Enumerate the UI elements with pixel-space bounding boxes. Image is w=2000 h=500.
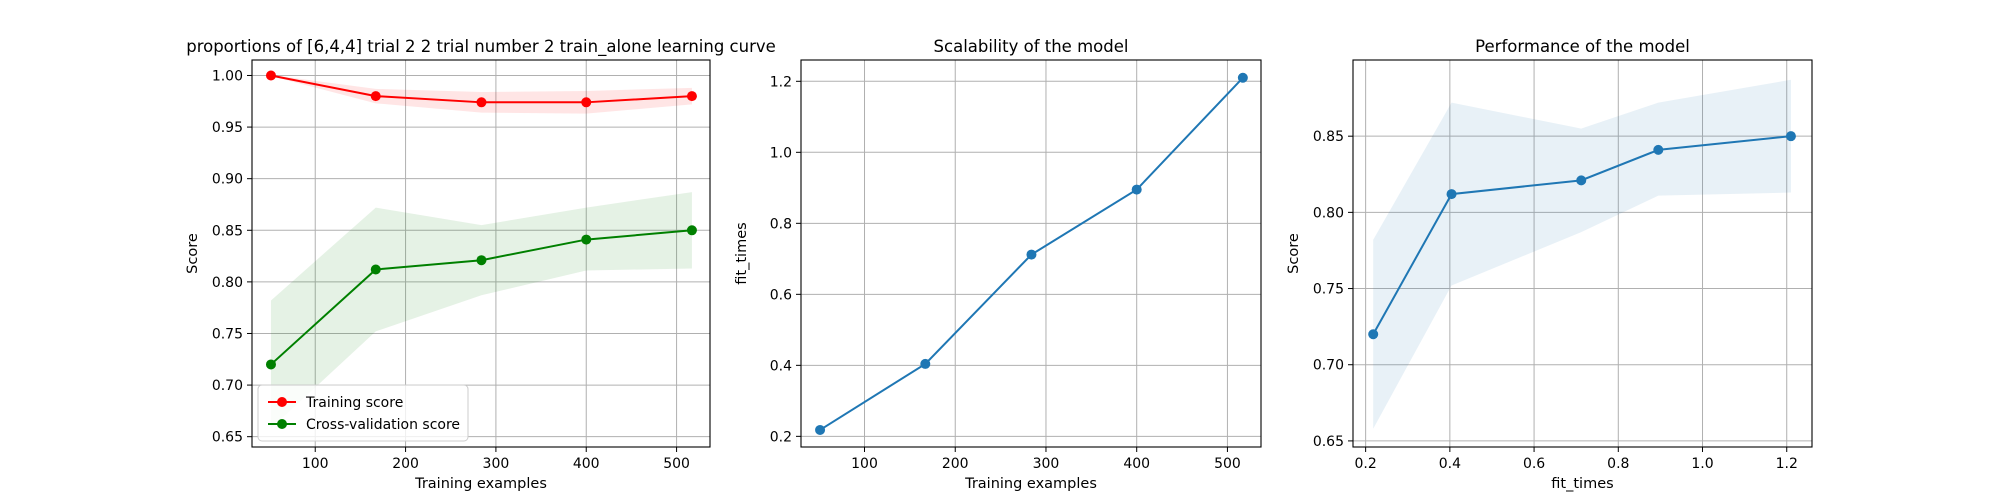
chart-2: 100 200 300 400 500 0.2 0.4 0.6 0.8 1.0 1.2 Scalabi… bbox=[734, 37, 1262, 492]
series-2-point bbox=[581, 234, 592, 245]
series-1-point bbox=[1368, 329, 1379, 340]
series-1-point bbox=[815, 424, 826, 435]
legend-marker bbox=[277, 397, 287, 407]
chart-3: 0.2 0.4 0.6 0.8 1.0 1.2 0.65 0.70 0.75 0.80 0.85 Pe… bbox=[1286, 37, 1813, 492]
y-tick-label: 0.80 bbox=[1313, 205, 1344, 221]
series-1-point bbox=[1785, 131, 1796, 142]
series-1-point bbox=[1026, 249, 1037, 260]
x-tick-label: 0.8 bbox=[1607, 456, 1629, 472]
x-tick-label: 0.4 bbox=[1439, 456, 1461, 472]
y-tick-label: 0.75 bbox=[212, 326, 243, 342]
axes-frame bbox=[251, 59, 711, 448]
subplots: 100 200 300 400 500 0.65 0.70 0.75 0.80 0.85 0.90 0… bbox=[185, 37, 1813, 492]
y-tick-label: 0.75 bbox=[1313, 282, 1344, 298]
x-tick-label: 500 bbox=[1214, 456, 1241, 472]
chart-title: Scalability of the model bbox=[934, 37, 1129, 56]
axes-frame bbox=[1352, 59, 1813, 448]
y-tick-label: 0.2 bbox=[770, 429, 792, 445]
chart-title: Performance of the model bbox=[1475, 37, 1690, 56]
series-2-point bbox=[686, 225, 697, 236]
x-tick-label: 400 bbox=[573, 456, 600, 472]
series-1-point bbox=[1237, 72, 1248, 83]
y-tick-label: 0.65 bbox=[1313, 434, 1344, 450]
legend-entry: Training score bbox=[305, 395, 403, 411]
y-tick-label: 0.85 bbox=[1313, 129, 1344, 145]
x-tick-label: 0.2 bbox=[1355, 456, 1377, 472]
axes-frame bbox=[800, 59, 1262, 448]
y-tick-label: 1.0 bbox=[770, 145, 792, 161]
y-axis-label: fit_times bbox=[734, 222, 750, 284]
x-tick-label: 1.0 bbox=[1691, 456, 1713, 472]
x-axis-label: Training examples bbox=[964, 476, 1097, 492]
legend-marker bbox=[277, 419, 287, 429]
series-1-point bbox=[1446, 189, 1457, 200]
x-tick-label: 0.6 bbox=[1523, 456, 1545, 472]
x-tick-label: 200 bbox=[942, 456, 969, 472]
series-1-point bbox=[370, 91, 381, 102]
series-1-point bbox=[1131, 184, 1142, 195]
x-tick-label: 300 bbox=[1033, 456, 1060, 472]
x-tick-label: 200 bbox=[392, 456, 419, 472]
chart-title: proportions of [6,4,4] trial 2 2 trial n… bbox=[186, 37, 776, 57]
x-tick-label: 1.2 bbox=[1776, 456, 1798, 472]
y-tick-label: 0.70 bbox=[1313, 358, 1344, 374]
series-1-point bbox=[1576, 175, 1587, 186]
x-tick-label: 100 bbox=[851, 456, 878, 472]
legend-entry: Cross-validation score bbox=[306, 417, 460, 433]
y-tick-label: 0.65 bbox=[212, 430, 243, 446]
series-2-point bbox=[476, 255, 487, 266]
y-axis-label: Score bbox=[1286, 233, 1302, 274]
y-tick-label: 0.80 bbox=[212, 275, 243, 291]
series-1-point bbox=[476, 97, 487, 108]
x-axis-label: fit_times bbox=[1551, 476, 1613, 492]
series-1-point bbox=[1653, 144, 1664, 155]
series-1-point bbox=[920, 358, 931, 369]
x-tick-label: 300 bbox=[483, 456, 510, 472]
series-1-band bbox=[1373, 79, 1791, 429]
legend-frame bbox=[257, 384, 469, 442]
y-tick-label: 0.4 bbox=[770, 358, 792, 374]
series-1-point bbox=[686, 91, 697, 102]
y-tick-label: 0.70 bbox=[212, 378, 243, 394]
series-1-point bbox=[265, 70, 276, 81]
series-1-point bbox=[581, 97, 592, 108]
y-axis-label: Score bbox=[185, 233, 201, 274]
x-tick-label: 400 bbox=[1123, 456, 1150, 472]
y-tick-label: 0.6 bbox=[770, 287, 792, 303]
y-tick-label: 0.90 bbox=[212, 172, 243, 188]
y-tick-label: 0.85 bbox=[212, 223, 243, 239]
y-tick-label: 0.95 bbox=[212, 120, 243, 136]
y-tick-label: 0.8 bbox=[770, 216, 792, 232]
x-tick-label: 500 bbox=[663, 456, 690, 472]
series-2-point bbox=[265, 359, 276, 370]
x-tick-label: 100 bbox=[302, 456, 329, 472]
chart-1: 100 200 300 400 500 0.65 0.70 0.75 0.80 0.85 0.90 0… bbox=[185, 37, 776, 492]
x-axis-label: Training examples bbox=[414, 476, 547, 492]
series-2-point bbox=[370, 264, 381, 275]
y-tick-label: 1.00 bbox=[212, 68, 243, 84]
legend: Training score Cross-validation score bbox=[257, 384, 469, 442]
series-2-band bbox=[270, 192, 692, 429]
y-tick-label: 1.2 bbox=[770, 74, 792, 90]
